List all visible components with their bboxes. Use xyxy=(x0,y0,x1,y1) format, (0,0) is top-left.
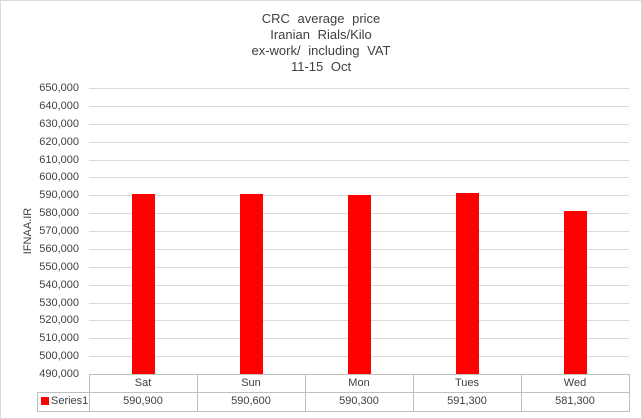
legend-item: Series1 xyxy=(38,393,88,410)
y-tick-label: 570,000 xyxy=(39,225,79,237)
gridline xyxy=(89,159,629,161)
y-tick-label: 590,000 xyxy=(39,189,79,202)
y-tick-label: 650,000 xyxy=(39,82,79,94)
y-tick-label: 520,000 xyxy=(39,314,79,327)
x-axis-line xyxy=(89,374,629,375)
bar-sat[interactable] xyxy=(131,193,155,374)
y-tick-label: 530,000 xyxy=(39,296,79,309)
chart-title-line-3: ex-work/ including VAT xyxy=(251,43,391,58)
category-cell-tues: Tues xyxy=(454,377,480,389)
y-tick-label: 510,000 xyxy=(39,332,79,345)
y-tick-label: 640,000 xyxy=(39,99,79,112)
y-tick-label: 560,000 xyxy=(39,242,79,255)
legend-label: Series1 xyxy=(51,395,89,407)
y-tick-label: 630,000 xyxy=(39,117,79,130)
y-tick-label: 620,000 xyxy=(39,135,79,148)
chart-title-line-1: CRC average price xyxy=(261,11,381,26)
table-column-border xyxy=(521,374,522,412)
bar-sun[interactable] xyxy=(239,194,263,374)
table-column-border xyxy=(197,374,198,412)
y-tick-label: 490,000 xyxy=(39,368,79,380)
legend-swatch-icon xyxy=(41,397,49,405)
category-cell-wed: Wed xyxy=(563,377,587,389)
gridline xyxy=(89,105,629,107)
value-cell-sat: 590,900 xyxy=(123,395,163,407)
y-tick-label: 600,000 xyxy=(39,171,79,184)
value-cell-mon: 590,300 xyxy=(339,395,379,407)
table-left-border xyxy=(37,392,38,411)
table-column-border xyxy=(413,374,414,412)
bar-tues[interactable] xyxy=(455,192,479,374)
gridline xyxy=(89,141,629,143)
plot-area xyxy=(89,88,629,375)
y-tick-label: 580,000 xyxy=(39,207,79,220)
table-column-border xyxy=(89,374,90,412)
table-column-border xyxy=(629,374,630,412)
y-tick-label: 610,000 xyxy=(39,153,79,166)
value-cell-wed: 581,300 xyxy=(555,395,595,407)
table-bottom-border xyxy=(37,411,629,412)
table-column-border xyxy=(305,374,306,412)
table-row-divider xyxy=(37,392,629,393)
gridline xyxy=(89,177,629,179)
bar-wed[interactable] xyxy=(563,210,587,374)
category-cell-sat: Sat xyxy=(134,377,152,389)
chart-title-line-2: Iranian Rials/Kilo xyxy=(270,27,372,42)
gridline xyxy=(89,88,629,89)
value-cell-sun: 590,600 xyxy=(231,395,271,407)
y-tick-label: 500,000 xyxy=(39,350,79,363)
gridline xyxy=(89,123,629,125)
y-axis-tick-labels: 650,000 640,000 630,000 620,000 610,000 600,0… xyxy=(1,1,79,418)
category-cell-sun: Sun xyxy=(241,377,261,389)
chart-title: CRC average price Iranian Rials/Kilo ex-… xyxy=(1,11,641,75)
y-tick-label: 550,000 xyxy=(39,260,79,273)
value-cell-tues: 591,300 xyxy=(447,395,487,407)
category-cell-mon: Mon xyxy=(348,377,370,389)
y-tick-label: 540,000 xyxy=(39,278,79,291)
chart-title-line-4: 11-15 Oct xyxy=(290,59,352,74)
bar-mon[interactable] xyxy=(347,194,371,374)
